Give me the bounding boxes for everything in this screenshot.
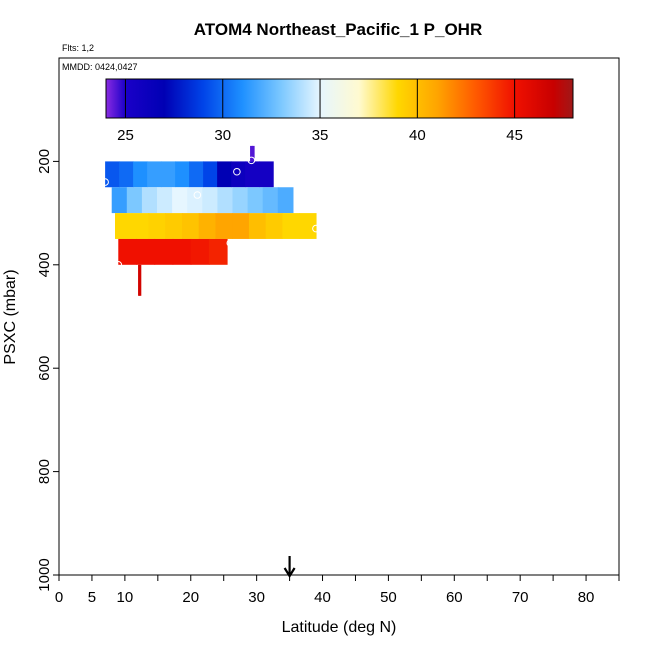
band-4-cell-3 <box>172 238 192 265</box>
band-1-cell-11 <box>259 161 274 188</box>
x-axis: 0 5 10 20 30 40 50 60 70 80 <box>55 575 620 606</box>
x-tick-label-20: 20 <box>182 589 199 606</box>
band-3-cell-4 <box>181 213 200 239</box>
band-1-cell-4 <box>161 161 176 188</box>
sample-point-0 <box>101 178 109 186</box>
y-axis-label: PSXC (mbar) <box>2 269 19 364</box>
band-3-cell-1 <box>131 213 150 239</box>
band-2-cell-1 <box>126 187 143 214</box>
band-3-cell-9 <box>265 213 284 239</box>
data-bands <box>105 145 317 296</box>
dates-note: MMDD: 0424,0427 <box>62 62 138 72</box>
colorbar-tick-label-35: 35 <box>312 127 329 144</box>
band-3-cell-11 <box>299 213 317 239</box>
band-5-cell-1 <box>139 264 142 296</box>
band-4-cell-0 <box>118 238 138 265</box>
y-tick-label-800: 800 <box>36 459 53 484</box>
x-tick-label-10: 10 <box>117 589 134 606</box>
x-tick-label-5: 5 <box>88 589 96 606</box>
y-axis: 200 400 600 800 1000 <box>36 149 59 592</box>
chart-title: ATOM4 Northeast_Pacific_1 P_OHR <box>194 20 482 39</box>
x-tick-label-70: 70 <box>512 589 529 606</box>
band-3-cell-3 <box>165 213 183 239</box>
data-points <box>101 156 320 269</box>
colorbar-tick-label-25: 25 <box>117 127 134 144</box>
band-2-cell-3 <box>157 187 173 214</box>
band-5-cell-0 <box>138 264 140 296</box>
arrow-head <box>283 567 296 579</box>
y-tick-label-1000: 1000 <box>36 558 53 591</box>
sample-point-3 <box>247 156 256 165</box>
x-axis-label: Latitude (deg N) <box>282 619 397 636</box>
x-tick-label-80: 80 <box>578 589 595 606</box>
band-2-cell-7 <box>217 187 234 214</box>
band-1-cell-2 <box>133 161 148 188</box>
band-3-cell-8 <box>248 213 267 239</box>
band-1-cell-8 <box>217 161 232 188</box>
sample-point-5 <box>312 224 320 233</box>
band-2-cell-8 <box>232 187 249 214</box>
band-3-cell-6 <box>215 213 233 239</box>
band-1-cell-0 <box>105 161 120 188</box>
colorbar-tick-label-30: 30 <box>214 127 231 144</box>
colorbar-tick-label-45: 45 <box>506 127 523 144</box>
band-4-cell-1 <box>136 238 156 265</box>
colorbar-tick-label-40: 40 <box>409 127 426 144</box>
band-1-cell-3 <box>147 161 162 188</box>
y-tick-label-600: 600 <box>36 356 53 381</box>
band-2-cell-5 <box>187 187 203 214</box>
sample-point-1 <box>193 191 202 199</box>
band-3-cell-2 <box>148 213 166 239</box>
band-4-cell-2 <box>154 238 174 265</box>
x-tick-label-30: 30 <box>248 589 265 606</box>
band-1-cell-10 <box>245 161 260 188</box>
band-4-cell-5 <box>208 238 228 265</box>
colorbar: 25 30 35 40 45 <box>105 78 574 144</box>
colorbar-ticks: 25 30 35 40 45 <box>117 79 523 144</box>
band-3-cell-7 <box>232 213 250 239</box>
band-3-cell-5 <box>198 213 217 239</box>
band-1-cell-5 <box>175 161 190 188</box>
sample-point-6 <box>114 261 123 269</box>
band-3-cell-10 <box>282 213 300 239</box>
x-tick-label-0: 0 <box>55 589 63 606</box>
band-0-cell-0 <box>250 145 253 162</box>
band-2-cell-9 <box>247 187 264 214</box>
y-tick-label-400: 400 <box>36 252 53 277</box>
band-2-cell-11 <box>277 187 294 214</box>
flights-note: Flts: 1,2 <box>62 43 94 53</box>
band-2-cell-2 <box>141 187 158 214</box>
band-4-cell-4 <box>190 238 210 265</box>
y-tick-label-200: 200 <box>36 149 53 174</box>
band-1-cell-6 <box>189 161 204 188</box>
band-2-cell-0 <box>111 187 128 214</box>
band-2-cell-6 <box>202 187 218 214</box>
band-3-cell-0 <box>115 213 133 239</box>
band-0-cell-1 <box>252 145 255 162</box>
x-tick-label-60: 60 <box>446 589 463 606</box>
sample-point-2 <box>233 167 241 176</box>
x-tick-label-40: 40 <box>314 589 331 606</box>
latitude-arrow <box>283 556 296 579</box>
x-tick-label-50: 50 <box>380 589 397 606</box>
band-1-cell-1 <box>119 161 134 188</box>
band-1-cell-7 <box>203 161 218 188</box>
plot-frame <box>58 57 620 576</box>
colorbar-gradient <box>105 78 574 119</box>
band-2-cell-4 <box>172 187 188 214</box>
band-2-cell-10 <box>262 187 279 214</box>
sample-point-4 <box>226 239 235 247</box>
